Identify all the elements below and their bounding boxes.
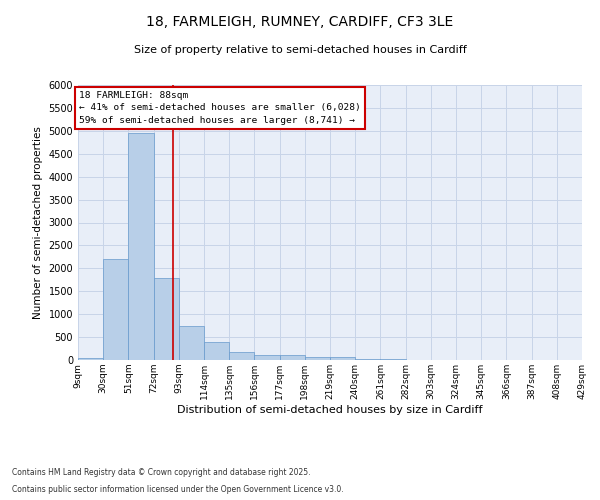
Text: Contains public sector information licensed under the Open Government Licence v3: Contains public sector information licen… xyxy=(12,486,344,494)
Bar xyxy=(103,259,128,360)
Bar xyxy=(204,342,229,360)
Bar xyxy=(280,354,305,360)
Text: Contains HM Land Registry data © Crown copyright and database right 2025.: Contains HM Land Registry data © Crown c… xyxy=(12,468,311,477)
Text: Size of property relative to semi-detached houses in Cardiff: Size of property relative to semi-detach… xyxy=(134,45,466,55)
Bar xyxy=(355,358,380,360)
Bar xyxy=(229,352,254,360)
Text: 18 FARMLEIGH: 88sqm
← 41% of semi-detached houses are smaller (6,028)
59% of sem: 18 FARMLEIGH: 88sqm ← 41% of semi-detach… xyxy=(79,91,361,125)
Bar xyxy=(128,133,154,360)
Bar xyxy=(154,278,179,360)
Bar xyxy=(330,358,355,360)
Bar xyxy=(254,354,280,360)
X-axis label: Distribution of semi-detached houses by size in Cardiff: Distribution of semi-detached houses by … xyxy=(177,404,483,414)
Bar xyxy=(78,358,103,360)
Bar xyxy=(179,326,204,360)
Text: 18, FARMLEIGH, RUMNEY, CARDIFF, CF3 3LE: 18, FARMLEIGH, RUMNEY, CARDIFF, CF3 3LE xyxy=(146,15,454,29)
Bar xyxy=(305,357,330,360)
Y-axis label: Number of semi-detached properties: Number of semi-detached properties xyxy=(33,126,43,319)
